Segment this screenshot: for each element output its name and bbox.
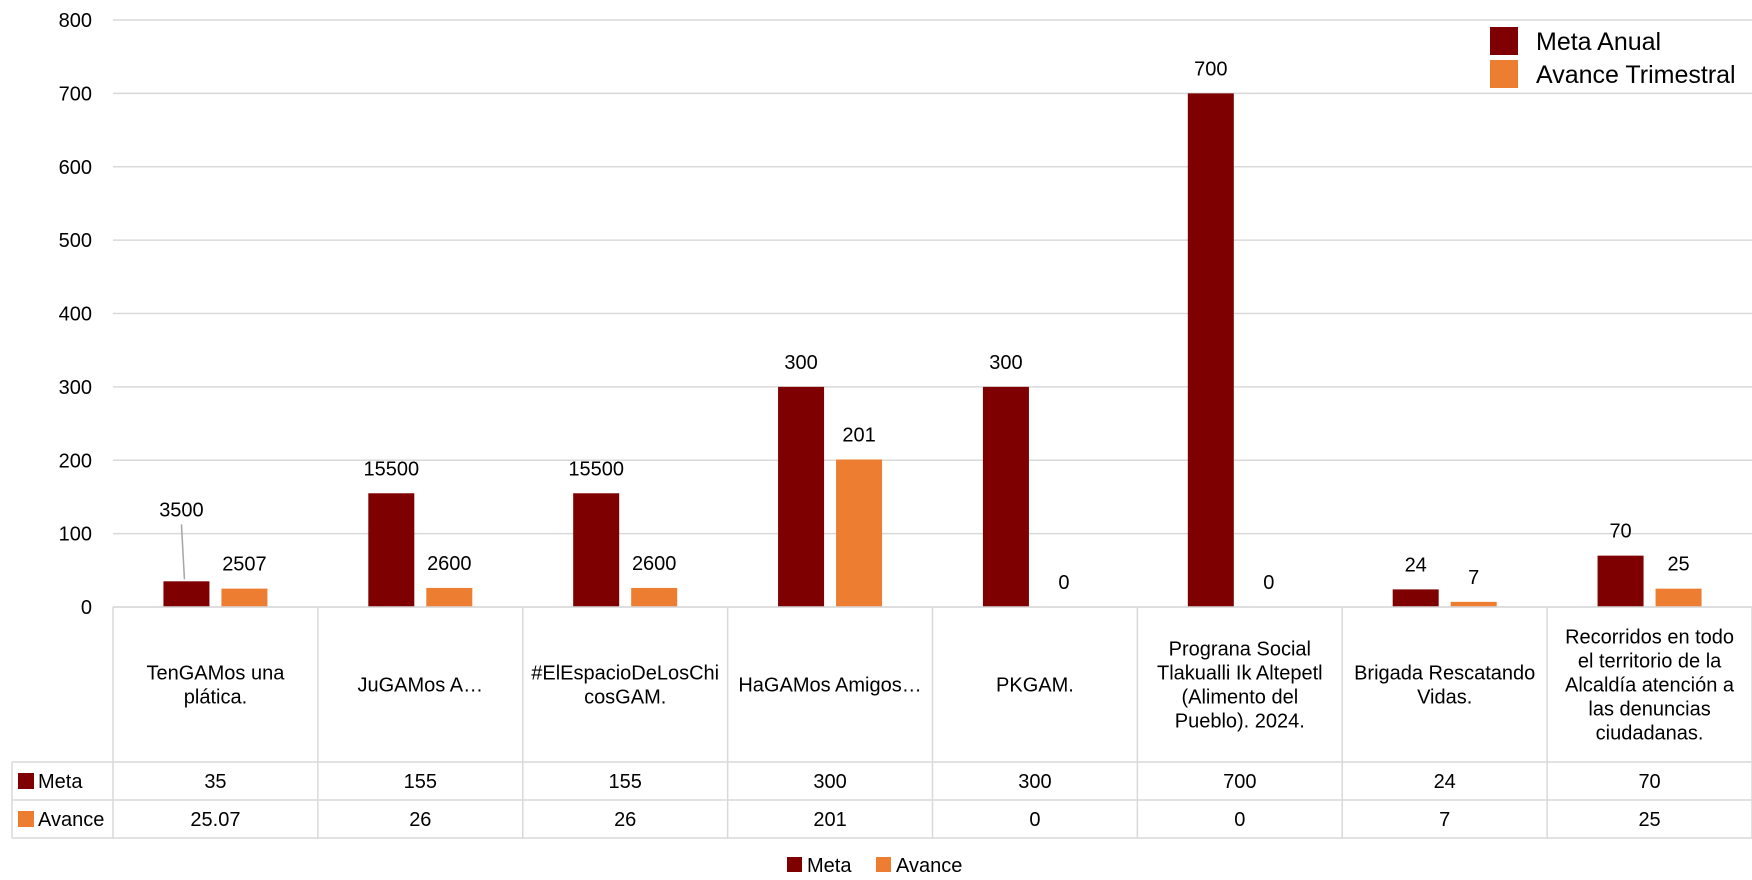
table-cell: 25 bbox=[1638, 809, 1660, 831]
legend-avance-key bbox=[876, 857, 891, 872]
y-tick-label: 100 bbox=[59, 524, 92, 546]
meta-bar bbox=[573, 493, 620, 607]
leader-line bbox=[180, 524, 186, 580]
avance-bar bbox=[1655, 588, 1702, 607]
meta-data-label: 15500 bbox=[364, 458, 420, 480]
category-label: cosGAM. bbox=[584, 687, 666, 709]
legend-meta-anual-label: Meta Anual bbox=[1536, 28, 1661, 56]
avance-data-label: 201 bbox=[842, 425, 875, 447]
avance-bar bbox=[221, 588, 268, 607]
category-label: Prograna Social bbox=[1169, 639, 1311, 661]
y-tick-label: 300 bbox=[59, 377, 92, 399]
avance-bar bbox=[631, 587, 678, 607]
y-tick-label: 600 bbox=[59, 157, 92, 179]
legend-avance-label: Avance bbox=[896, 855, 962, 877]
avance-data-label: 2600 bbox=[632, 553, 677, 575]
meta-data-label: 300 bbox=[989, 352, 1022, 374]
y-tick-label: 400 bbox=[59, 304, 92, 326]
table-cell: 70 bbox=[1638, 771, 1660, 793]
meta-bar bbox=[778, 386, 825, 607]
table-cell: 700 bbox=[1223, 771, 1256, 793]
legend-meta-anual-key bbox=[1490, 27, 1518, 55]
table-cell: 35 bbox=[204, 771, 226, 793]
table-cell: 0 bbox=[1029, 809, 1040, 831]
meta-data-label: 24 bbox=[1405, 554, 1427, 576]
table-cell: 26 bbox=[409, 809, 431, 831]
category-label: TenGAMos una bbox=[147, 663, 286, 685]
category-label: el territorio de la bbox=[1578, 651, 1722, 673]
avance-data-label: 7 bbox=[1468, 567, 1479, 589]
y-tick-label: 500 bbox=[59, 230, 92, 252]
avance-data-label: 25 bbox=[1667, 554, 1689, 576]
category-label: Recorridos en todo bbox=[1565, 627, 1734, 649]
meta-bar bbox=[368, 493, 415, 607]
table-cell: 155 bbox=[404, 771, 437, 793]
avance-row-key bbox=[18, 811, 34, 827]
table-cell: 201 bbox=[813, 809, 846, 831]
category-label: plática. bbox=[184, 687, 247, 709]
table-cell: 7 bbox=[1439, 809, 1450, 831]
legend-avance-trimestral-label: Avance Trimestral bbox=[1536, 61, 1736, 89]
category-label: las denuncias bbox=[1588, 699, 1710, 721]
avance-data-label: 2600 bbox=[427, 553, 472, 575]
avance-data-label: 0 bbox=[1058, 572, 1069, 594]
table-cell: 24 bbox=[1434, 771, 1456, 793]
y-tick-label: 700 bbox=[59, 83, 92, 105]
y-tick-label: 200 bbox=[59, 450, 92, 472]
avance-bar bbox=[1450, 601, 1497, 607]
meta-data-label: 15500 bbox=[568, 458, 624, 480]
meta-data-label: 700 bbox=[1194, 58, 1227, 80]
legend-meta-key bbox=[787, 857, 802, 872]
table-row-header: Avance bbox=[38, 809, 104, 831]
category-label: JuGAMos A… bbox=[358, 675, 484, 697]
meta-bar bbox=[1392, 589, 1439, 607]
category-label: HaGAMos Amigos… bbox=[738, 675, 921, 697]
table-row-header: Meta bbox=[38, 771, 83, 793]
meta-bar bbox=[1187, 93, 1234, 607]
avance-bar bbox=[836, 459, 883, 607]
meta-row-key bbox=[18, 773, 34, 789]
category-label: ciudadanas. bbox=[1596, 723, 1704, 745]
avance-bar bbox=[426, 587, 473, 607]
table-cell: 25.07 bbox=[190, 809, 240, 831]
category-label: Brigada Rescatando bbox=[1354, 663, 1535, 685]
y-tick-label: 800 bbox=[59, 10, 92, 32]
avance-data-label: 0 bbox=[1263, 572, 1274, 594]
category-label: Vidas. bbox=[1417, 687, 1472, 709]
table-cell: 300 bbox=[813, 771, 846, 793]
category-label: Pueblo). 2024. bbox=[1175, 711, 1305, 733]
category-label: PKGAM. bbox=[996, 675, 1074, 697]
legend-avance-trimestral-key bbox=[1490, 60, 1518, 88]
category-label: #ElEspacioDeLosChi bbox=[531, 663, 719, 685]
avance-data-label: 2507 bbox=[222, 554, 267, 576]
table-cell: 0 bbox=[1234, 809, 1245, 831]
y-tick-label: 0 bbox=[81, 597, 92, 619]
meta-bar bbox=[1597, 555, 1644, 607]
meta-data-label: 300 bbox=[784, 352, 817, 374]
table-cell: 300 bbox=[1018, 771, 1051, 793]
category-label: Tlakualli Ik Altepetl bbox=[1157, 663, 1323, 685]
legend-meta-label: Meta bbox=[807, 855, 852, 877]
meta-data-label: 3500 bbox=[159, 499, 204, 521]
meta-bar bbox=[163, 581, 210, 607]
table-cell: 155 bbox=[609, 771, 642, 793]
meta-data-label: 70 bbox=[1609, 521, 1631, 543]
meta-bar bbox=[982, 386, 1029, 607]
category-label: Alcaldía atención a bbox=[1565, 675, 1735, 697]
table-cell: 26 bbox=[614, 809, 636, 831]
category-label: (Alimento del bbox=[1181, 687, 1298, 709]
